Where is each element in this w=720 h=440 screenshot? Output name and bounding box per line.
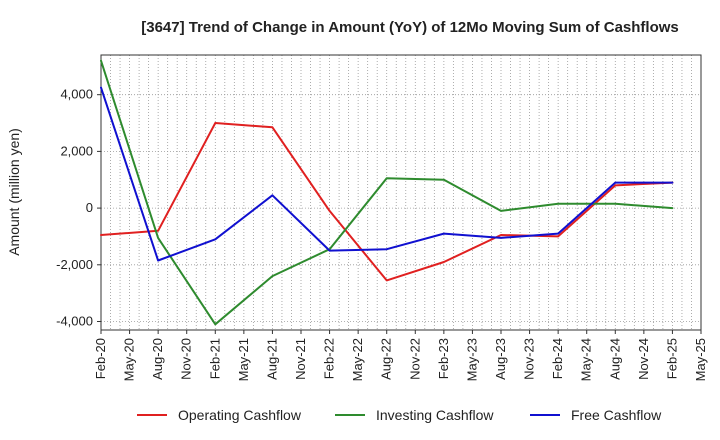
legend-label-free-cashflow: Free Cashflow [571, 407, 662, 423]
x-tick-label: May-24 [579, 338, 594, 381]
x-tick-label: May-25 [693, 338, 708, 381]
x-tick-label: Feb-24 [550, 338, 565, 379]
x-tick-label: Aug-22 [379, 338, 394, 380]
x-tick-label: Aug-20 [150, 338, 165, 380]
x-tick-label: Nov-21 [293, 338, 308, 380]
x-tick-label: Nov-22 [407, 338, 422, 380]
series-lines [100, 59, 674, 326]
x-tick-label: Feb-20 [93, 338, 108, 379]
legend-label-operating-cashflow: Operating Cashflow [178, 407, 302, 423]
y-axis-ticks: -4,000 -2,000 0 2,000 4,000 [56, 87, 101, 328]
y-tick-label: -4,000 [56, 313, 93, 328]
x-tick-label: May-23 [464, 338, 479, 381]
y-tick-label: 2,000 [60, 143, 93, 158]
grid-lines [100, 55, 702, 330]
y-tick-label: 0 [86, 200, 93, 215]
legend-label-investing-cashflow: Investing Cashflow [376, 407, 494, 423]
y-tick-label: 4,000 [60, 87, 93, 102]
y-axis-label: Amount (million yen) [6, 128, 22, 256]
x-tick-label: Nov-23 [522, 338, 537, 380]
x-tick-label: Nov-20 [179, 338, 194, 380]
series-line-operating-cashflow [100, 122, 674, 282]
series-line-investing-cashflow [100, 59, 674, 326]
x-tick-label: Aug-21 [264, 338, 279, 380]
y-tick-label: -2,000 [56, 257, 93, 272]
x-tick-label: May-21 [236, 338, 251, 381]
x-tick-label: Feb-22 [322, 338, 337, 379]
chart-title: [3647] Trend of Change in Amount (YoY) o… [141, 19, 679, 36]
x-axis-ticks: Feb-20 May-20 Aug-20 Nov-20 Feb-21 May-21 Aug-… [93, 330, 708, 381]
plot-area-frame [100, 54, 702, 331]
legend: Operating Cashflow Investing Cashflow Free… [137, 407, 662, 423]
x-tick-label: May-20 [122, 338, 137, 381]
x-tick-label: Feb-23 [436, 338, 451, 379]
x-tick-label: May-22 [350, 338, 365, 381]
x-tick-label: Feb-21 [207, 338, 222, 379]
x-tick-label: Aug-23 [493, 338, 508, 380]
x-tick-label: Feb-25 [664, 338, 679, 379]
x-tick-label: Nov-24 [636, 338, 651, 380]
x-tick-label: Aug-24 [607, 338, 622, 380]
series-line-free-cashflow [100, 86, 674, 262]
